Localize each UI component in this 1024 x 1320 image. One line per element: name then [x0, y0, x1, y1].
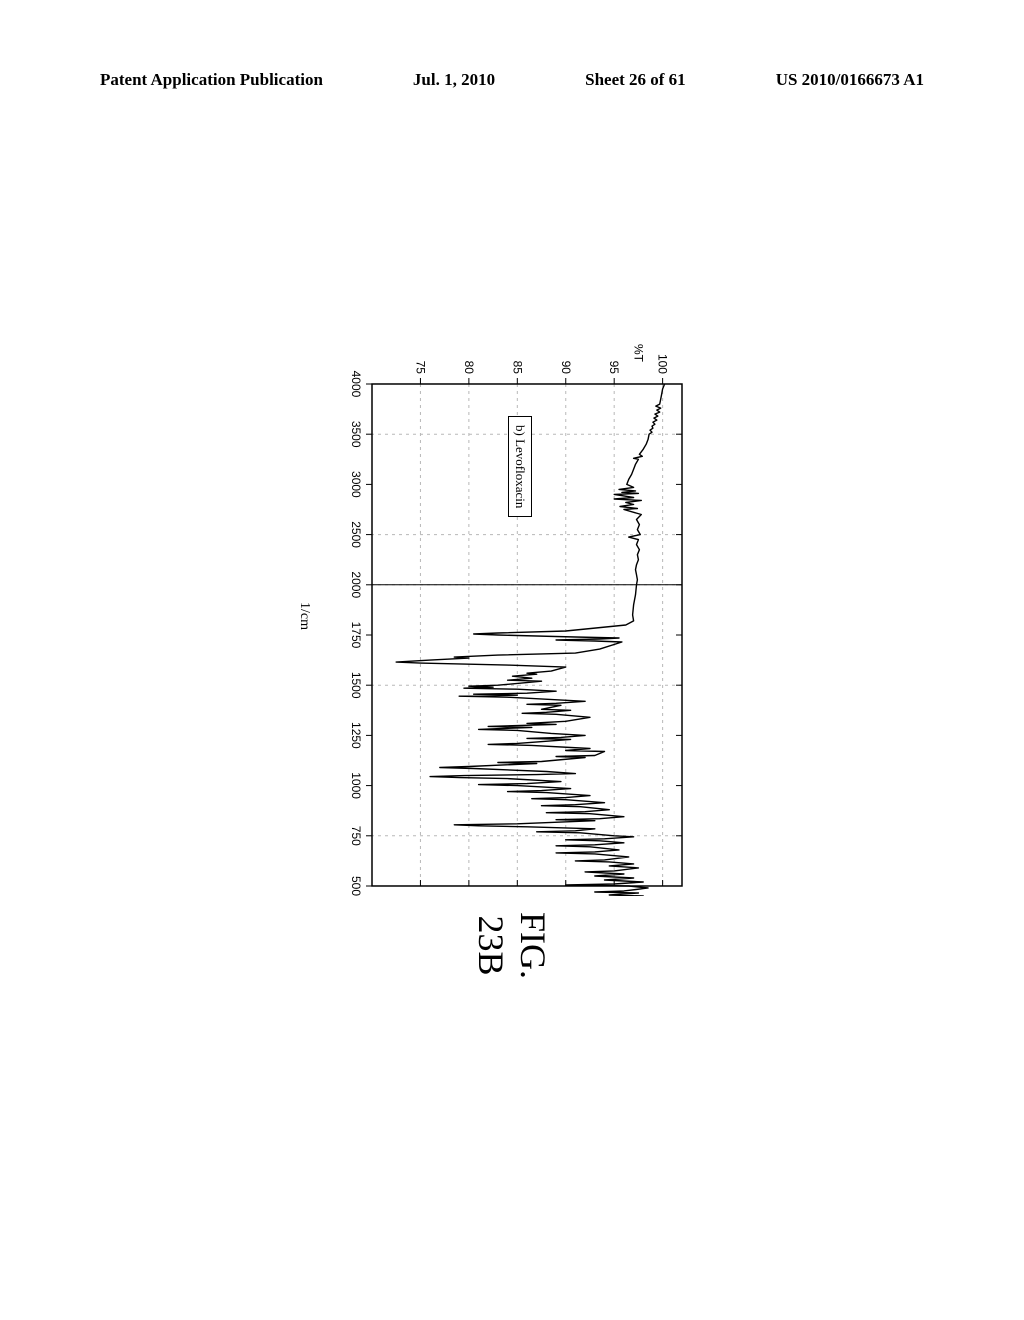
header-sheet: Sheet 26 of 61 — [585, 70, 686, 90]
svg-text:%T: %T — [631, 344, 645, 363]
svg-text:500: 500 — [349, 876, 363, 896]
svg-text:3000: 3000 — [349, 471, 363, 498]
svg-text:75: 75 — [413, 361, 427, 375]
svg-text:1000: 1000 — [349, 772, 363, 799]
svg-text:100: 100 — [656, 354, 670, 374]
svg-text:2000: 2000 — [349, 571, 363, 598]
svg-text:80: 80 — [462, 361, 476, 375]
figure-label: FIG. 23B — [470, 912, 554, 979]
header-left: Patent Application Publication — [100, 70, 323, 90]
figure-container: 4000350030002500200017501500125010007505… — [190, 478, 833, 843]
page-header: Patent Application Publication Jul. 1, 2… — [100, 70, 924, 90]
svg-text:3500: 3500 — [349, 421, 363, 448]
header-center: Jul. 1, 2010 — [413, 70, 495, 90]
legend-box: b) Levofloxacin — [508, 416, 532, 517]
svg-text:4000: 4000 — [349, 371, 363, 398]
legend-text: b) Levofloxacin — [513, 425, 528, 508]
x-axis-label: 1/cm — [296, 602, 312, 630]
svg-text:750: 750 — [349, 826, 363, 846]
rotated-figure: 4000 3500 3000 2500 2000 1750 1500 1250 1000 750 5… — [332, 336, 692, 979]
header-pubno: US 2010/0166673 A1 — [776, 70, 924, 90]
svg-text:85: 85 — [510, 361, 524, 375]
ir-spectrum-chart: 4000 3500 3000 2500 2000 1750 1500 1250 1000 750 5… — [332, 336, 692, 896]
svg-text:90: 90 — [559, 361, 573, 375]
svg-text:1500: 1500 — [349, 672, 363, 699]
svg-text:1750: 1750 — [349, 622, 363, 649]
svg-text:95: 95 — [607, 361, 621, 375]
svg-text:2500: 2500 — [349, 521, 363, 548]
svg-text:1250: 1250 — [349, 722, 363, 749]
